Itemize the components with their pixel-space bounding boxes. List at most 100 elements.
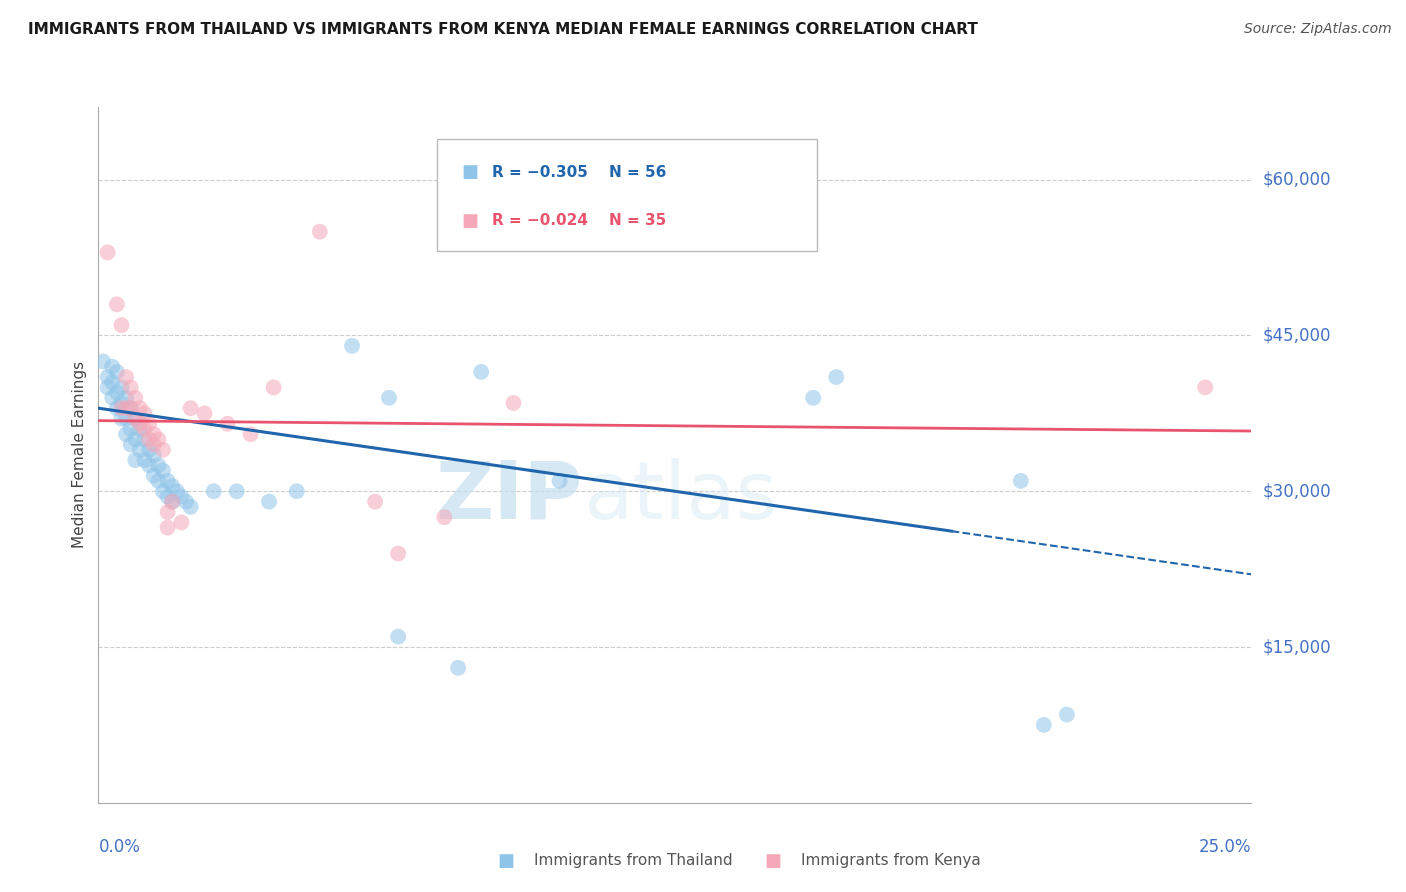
Point (138, 433, 160, 447)
Point (105, 365, 128, 379)
Point (156, 490, 179, 504)
Point (148, 458, 170, 473)
Point (134, 453, 156, 467)
Point (364, 494, 387, 508)
Point (120, 380, 142, 394)
Point (124, 453, 146, 467)
Point (142, 427, 165, 442)
Point (110, 396, 132, 410)
Point (115, 401, 138, 416)
Point (160, 494, 183, 508)
Point (225, 484, 247, 499)
Point (115, 391, 138, 405)
Point (148, 433, 170, 447)
Point (97, 380, 120, 394)
Text: $60,000: $60,000 (1263, 170, 1331, 189)
Point (263, 380, 285, 394)
Point (134, 433, 156, 447)
Point (152, 484, 174, 499)
Point (170, 516, 193, 530)
Point (91, 354, 114, 368)
Point (142, 437, 165, 451)
Point (110, 401, 132, 416)
Point (470, 365, 492, 379)
Point (174, 494, 197, 508)
Point (97, 245, 120, 260)
Point (308, 225, 330, 239)
Point (101, 391, 124, 405)
Text: 0.0%: 0.0% (98, 838, 141, 856)
Text: N = 56: N = 56 (609, 165, 666, 180)
Point (138, 458, 160, 473)
Point (142, 468, 165, 483)
Point (142, 448, 165, 462)
Point (129, 442, 152, 457)
Point (110, 411, 132, 425)
Point (193, 406, 215, 420)
Point (202, 484, 225, 499)
Text: atlas: atlas (582, 458, 778, 536)
Point (217, 417, 239, 431)
Point (120, 401, 142, 416)
Y-axis label: Median Female Earnings: Median Female Earnings (72, 361, 87, 549)
Point (129, 417, 152, 431)
Text: ■: ■ (765, 852, 782, 870)
Point (1056, 707, 1078, 722)
Point (170, 490, 193, 504)
Point (152, 463, 174, 477)
Point (378, 391, 401, 405)
Point (105, 401, 128, 416)
Text: $30,000: $30,000 (1263, 483, 1331, 500)
Point (124, 391, 146, 405)
Point (156, 520, 179, 534)
Point (1010, 474, 1032, 488)
Text: IMMIGRANTS FROM THAILAND VS IMMIGRANTS FROM KENYA MEDIAN FEMALE EARNINGS CORRELA: IMMIGRANTS FROM THAILAND VS IMMIGRANTS F… (28, 22, 979, 37)
Point (180, 500, 202, 514)
Point (129, 422, 152, 436)
Point (101, 359, 124, 374)
Point (120, 401, 142, 416)
Point (129, 401, 152, 416)
Point (239, 427, 262, 442)
Point (110, 318, 132, 332)
Point (134, 406, 156, 420)
Point (115, 370, 138, 384)
Point (101, 376, 124, 390)
Point (160, 479, 183, 493)
Text: ■: ■ (498, 852, 515, 870)
Point (285, 484, 308, 499)
Text: Source: ZipAtlas.com: Source: ZipAtlas.com (1244, 22, 1392, 37)
Point (156, 505, 179, 519)
Point (387, 630, 409, 644)
Point (134, 422, 156, 436)
Point (124, 411, 146, 425)
Text: 25.0%: 25.0% (1199, 838, 1251, 856)
Text: ZIP: ZIP (436, 458, 582, 536)
Point (110, 380, 132, 394)
Point (120, 437, 142, 451)
Point (180, 401, 202, 416)
Point (124, 411, 146, 425)
Text: N = 35: N = 35 (609, 213, 666, 228)
Text: Immigrants from Thailand: Immigrants from Thailand (534, 854, 733, 868)
Point (138, 417, 160, 431)
Point (801, 391, 824, 405)
Point (105, 385, 128, 400)
Point (124, 433, 146, 447)
Point (152, 442, 174, 457)
Text: ■: ■ (461, 163, 478, 181)
Point (105, 297, 128, 311)
Point (115, 411, 138, 425)
Text: R = −0.024: R = −0.024 (492, 213, 588, 228)
Point (1032, 718, 1054, 732)
Point (120, 422, 142, 436)
Text: ■: ■ (461, 211, 478, 229)
Point (138, 442, 160, 457)
Point (502, 396, 524, 410)
Point (115, 427, 138, 442)
Point (387, 547, 409, 561)
Text: $45,000: $45,000 (1263, 326, 1331, 344)
Point (156, 474, 179, 488)
Point (1194, 380, 1216, 394)
Point (548, 474, 571, 488)
